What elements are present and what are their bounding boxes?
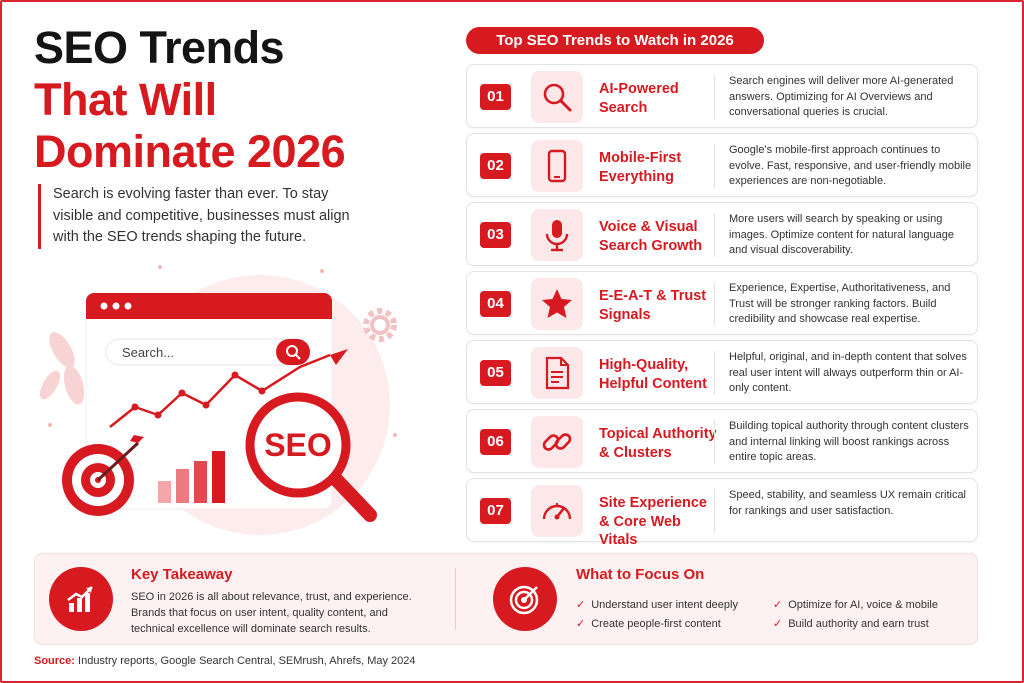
trend-card: 07 Site Experience & Core Web Vitals Speed… — [466, 478, 978, 548]
trend-description: More users will search by speaking or us… — [729, 213, 955, 256]
trend-number: 06 — [480, 429, 511, 455]
trend-card: 05 High-Quality, Helpful Content Helpful, … — [466, 340, 978, 404]
trends-header: Top SEO Trends to Watch in 2026 — [466, 27, 764, 54]
star-icon — [531, 278, 583, 330]
focus-item: ✓ Optimize for AI, voice & mobile — [773, 599, 938, 611]
smartphone-icon — [531, 140, 583, 192]
key-takeaway-text: SEO in 2026 is all about relevance, trus… — [131, 591, 412, 635]
trend-title: High-Quality, Helpful Content — [599, 357, 707, 392]
trend-title: Voice & Visual Search Growth — [599, 219, 703, 254]
trend-description: Speed, stability, and seamless UX remain… — [729, 489, 967, 517]
target-icon — [493, 567, 557, 631]
growth-chart-icon — [49, 567, 113, 631]
target-icon — [62, 435, 144, 516]
title-line-1: SEO Trends — [34, 22, 285, 73]
focus-item: ✓ Create people-first content — [576, 618, 721, 630]
divider — [714, 75, 715, 119]
trend-number: 05 — [480, 360, 511, 386]
trend-title: Topical Authority & Clusters — [599, 426, 717, 461]
trend-number: 07 — [480, 498, 511, 524]
divider — [714, 144, 715, 188]
microphone-icon — [531, 209, 583, 261]
trend-card: 03 Voice & Visual Search Growth More users… — [466, 202, 978, 266]
trend-description: Building topical authority through conte… — [729, 420, 969, 463]
seo-illustration: Search... SEO — [39, 265, 397, 535]
trend-card: 04 E-E-A-T & Trust Signals Experience, Exp… — [466, 271, 978, 335]
seo-label: SEO — [264, 427, 332, 463]
trend-number: 02 — [480, 153, 511, 179]
focus-item: ✓ Understand user intent deeply — [576, 599, 738, 611]
trend-title: Mobile-First Everything — [599, 150, 682, 185]
page-title: SEO Trends That Will Dominate 2026 — [34, 22, 434, 178]
divider — [714, 420, 715, 464]
gear-icon — [363, 308, 397, 342]
focus-item: ✓ Build authority and earn trust — [773, 618, 929, 630]
divider — [714, 213, 715, 257]
speedometer-icon — [531, 485, 583, 537]
search-icon — [531, 71, 583, 123]
trend-description: Google's mobile-first approach continues… — [729, 144, 972, 187]
search-icon — [286, 345, 301, 360]
trend-description: Experience, Expertise, Authoritativeness… — [729, 282, 951, 325]
trend-title: Site Experience & Core Web Vitals — [599, 495, 707, 548]
focus-title: What to Focus On — [576, 566, 705, 583]
trend-card: 01 AI-Powered Search Search engines will d… — [466, 64, 978, 128]
link-icon — [531, 416, 583, 468]
divider — [714, 351, 715, 395]
document-icon — [531, 347, 583, 399]
magnifier-icon — [245, 392, 377, 522]
trend-description: Helpful, original, and in-depth content … — [729, 351, 967, 394]
check-icon: ✓ — [576, 618, 586, 630]
title-line-2: That Will — [34, 74, 217, 125]
search-box-placeholder: Search... — [122, 345, 174, 360]
trend-description: Search engines will deliver more AI-gene… — [729, 75, 954, 118]
bottom-panel: Key Takeaway SEO in 2026 is all about re… — [34, 553, 978, 645]
check-icon: ✓ — [773, 599, 783, 611]
intro-text: Search is evolving faster than ever. To … — [38, 184, 368, 249]
divider — [714, 282, 715, 326]
source-note: Source: Industry reports, Google Search … — [34, 655, 416, 667]
leaf-icon — [39, 332, 85, 405]
divider — [455, 568, 456, 630]
trend-title: AI-Powered Search — [599, 81, 679, 116]
trend-number: 04 — [480, 291, 511, 317]
check-icon: ✓ — [576, 599, 586, 611]
check-icon: ✓ — [773, 618, 783, 630]
trend-title: E-E-A-T & Trust Signals — [599, 288, 707, 323]
divider — [714, 489, 715, 533]
trend-number: 03 — [480, 222, 511, 248]
trend-number: 01 — [480, 84, 511, 110]
bar-chart-icon — [158, 451, 225, 503]
trend-card: 06 Topical Authority & Clusters Building t… — [466, 409, 978, 473]
trends-list: 01 AI-Powered Search Search engines will d… — [466, 64, 978, 548]
key-takeaway-title: Key Takeaway — [131, 566, 233, 583]
trend-card: 02 Mobile-First Everything Google's mobile… — [466, 133, 978, 197]
title-line-3: Dominate 2026 — [34, 126, 346, 177]
